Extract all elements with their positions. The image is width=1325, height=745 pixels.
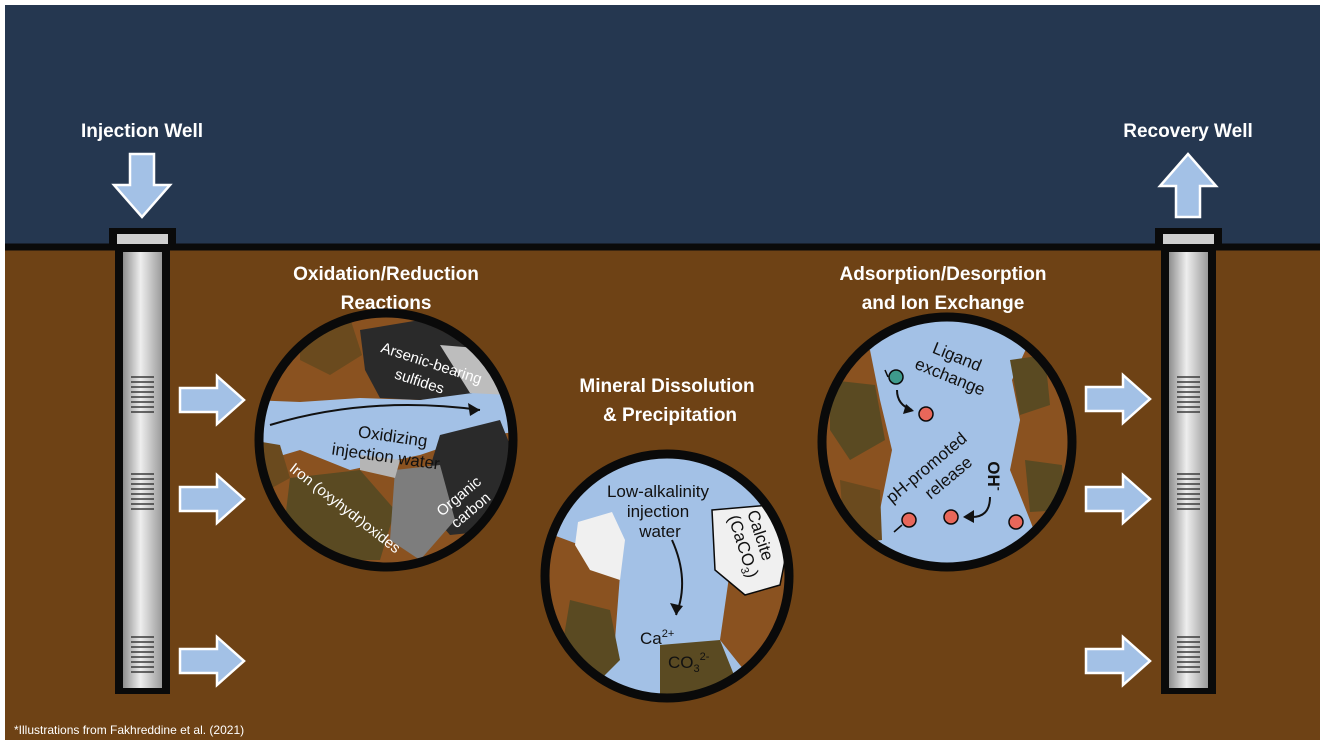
right-arrow-icon [178,634,246,688]
anion-icon [901,512,917,528]
injection-well: Injection Well [81,121,203,694]
adsorption-title-line2: and Ion Exchange [862,293,1025,314]
flow-arrow-icon [269,404,481,426]
adsorption-circle [817,312,1077,572]
anion-icon [943,509,959,525]
water-label-line2: injection [627,502,689,521]
iron-oxyhydroxide-grain [285,470,395,560]
anion-icon [1008,514,1024,530]
recovery-well: Recovery Well [1123,121,1253,694]
carbonate-ion-label: CO32- [668,651,710,675]
sky-background [5,5,1320,247]
arsenic-sulfide-grain [360,320,480,400]
hydroxide-label: OH- [984,461,1006,491]
water-label-line1: Low-alkalinity [607,482,710,501]
recovery-flow-arrows [1084,372,1152,688]
water-label-line3: water [638,522,681,541]
adsorption-title-line1: Adsorption/Desorption [840,264,1047,285]
dissolving-grain [575,512,625,580]
redox-title-line2: Reactions [341,293,432,314]
up-arrow-icon [1157,152,1219,219]
calcium-ion-label: Ca2+ [640,628,674,648]
right-arrow-icon [1084,372,1152,426]
dissolution-title-line2: & Precipitation [603,405,737,426]
injection-well-label: Injection Well [81,121,203,142]
dissolution-circle [540,449,794,703]
injection-flow-arrows [178,373,246,688]
dissolution-title-line1: Mineral Dissolution [579,376,754,397]
anion-icon [918,406,934,422]
right-arrow-icon [1084,472,1152,526]
down-arrow-icon [111,152,173,219]
redox-title-line1: Oxidation/Reduction [293,264,479,285]
recovery-well-label: Recovery Well [1123,121,1253,142]
injection-well-screens [131,376,154,673]
recovery-well-screens [1177,376,1200,673]
illustration-credit: *Illustrations from Fakhreddine et al. (… [14,723,244,737]
redox-circle [254,308,518,572]
right-arrow-icon [1084,634,1152,688]
redox-process: Oxidation/Reduction Reactions Arsenic-be… [254,264,518,572]
ligand-ion-icon [888,369,904,385]
right-arrow-icon [178,373,246,427]
right-arrow-icon [178,472,246,526]
